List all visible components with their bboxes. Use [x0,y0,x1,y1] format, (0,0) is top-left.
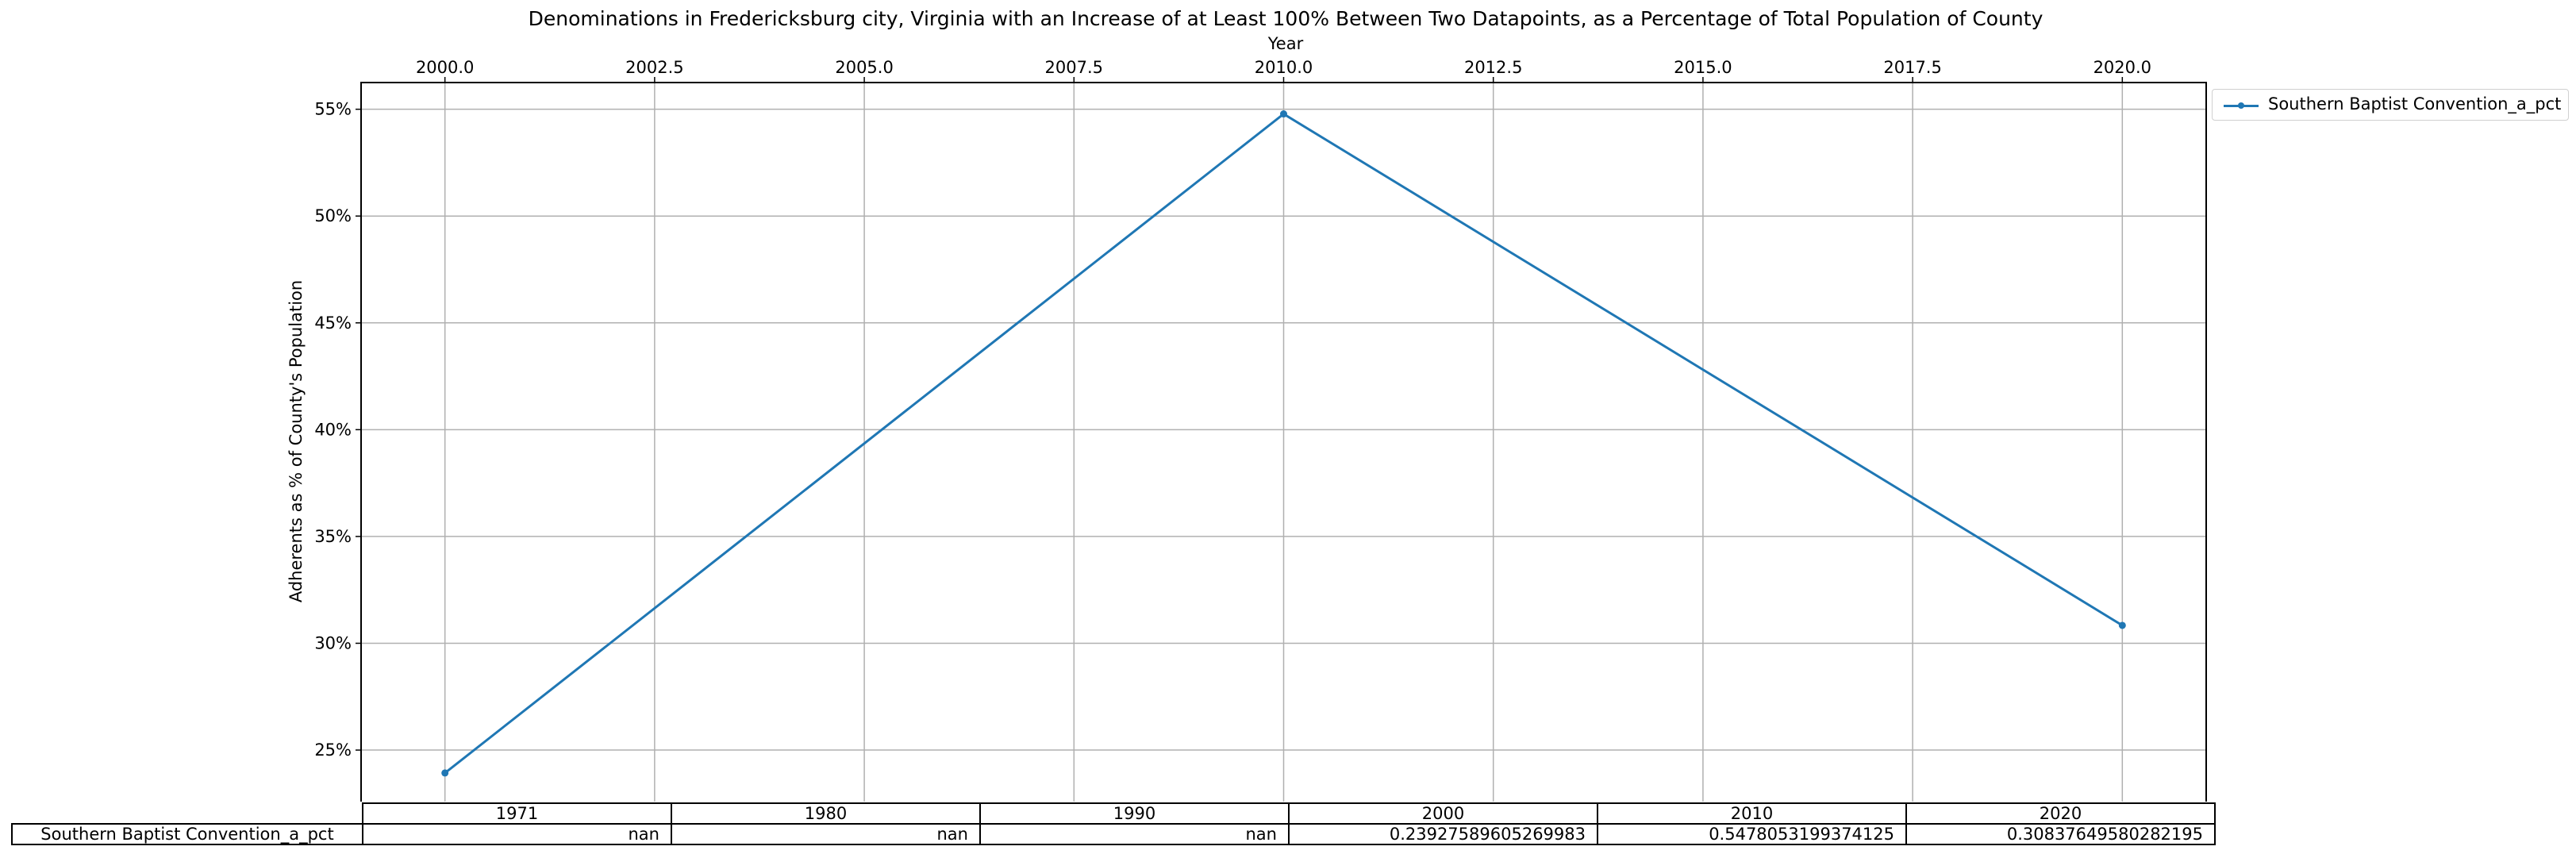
table-header-row: 1971 1980 1990 2000 2010 2020 [12,802,2216,825]
legend-marker [2238,102,2244,109]
table-row: Southern Baptist Convention_a_pct nan na… [11,823,2216,845]
plot-area-frame [360,82,2207,802]
line-chart: Denominations in Fredericksburg city, Vi… [286,7,2207,802]
table-cell: 0.5478053199374125 [1597,823,1907,845]
axis-ticks: 2000.0 2002.5 2005.0 2007.5 2010.0 2012.5 2015… [314,58,2151,760]
gridlines [361,83,2206,802]
y-tick-label: 35% [314,527,352,546]
table-cell: 0.30837649580282195 [1905,823,2216,845]
y-tick-label: 50% [314,206,352,225]
table-row-label: Southern Baptist Convention_a_pct [11,823,363,845]
table-cell: 0.23927589605269983 [1288,823,1598,845]
x-tick-label: 2000.0 [416,58,474,77]
table-cell: nan [671,823,981,845]
table-col-header: 1980 [671,802,981,825]
x-tick-label: 2012.5 [1464,58,1522,77]
table-col-header: 2020 [1905,802,2216,825]
data-point [2118,621,2126,629]
y-tick-label: 25% [314,741,352,760]
data-point [1280,110,1287,118]
y-tick-label: 55% [314,100,352,119]
y-tick-label: 30% [314,633,352,652]
x-axis-label: Year [1267,34,1304,53]
data-point [441,769,449,777]
chart-title: Denominations in Fredericksburg city, Vi… [529,7,2043,30]
table-cell: nan [979,823,1290,845]
legend: Southern Baptist Convention_a_pct [2212,89,2569,121]
x-tick-label: 2020.0 [2093,58,2151,77]
x-tick-label: 2005.0 [835,58,893,77]
table-col-header: 1990 [979,802,1290,825]
x-tick-label: 2015.0 [1674,58,1732,77]
y-tick-label: 45% [314,314,352,333]
table-col-header: 2010 [1597,802,1907,825]
x-tick-label: 2010.0 [1255,58,1313,77]
legend-label: Southern Baptist Convention_a_pct [2268,94,2562,113]
table-corner [12,803,363,824]
x-tick-label: 2007.5 [1045,58,1103,77]
table-cell: nan [362,823,672,845]
x-tick-label: 2002.5 [625,58,683,77]
data-table: 1971 1980 1990 2000 2010 2020 Southern B… [11,802,2216,845]
y-tick-label: 40% [314,420,352,439]
table-col-header: 1971 [362,802,672,825]
x-tick-label: 2017.5 [1883,58,1941,77]
series-layer [441,110,2126,777]
table-col-header: 2000 [1288,802,1598,825]
y-axis-label: Adherents as % of County's Population [286,280,306,602]
